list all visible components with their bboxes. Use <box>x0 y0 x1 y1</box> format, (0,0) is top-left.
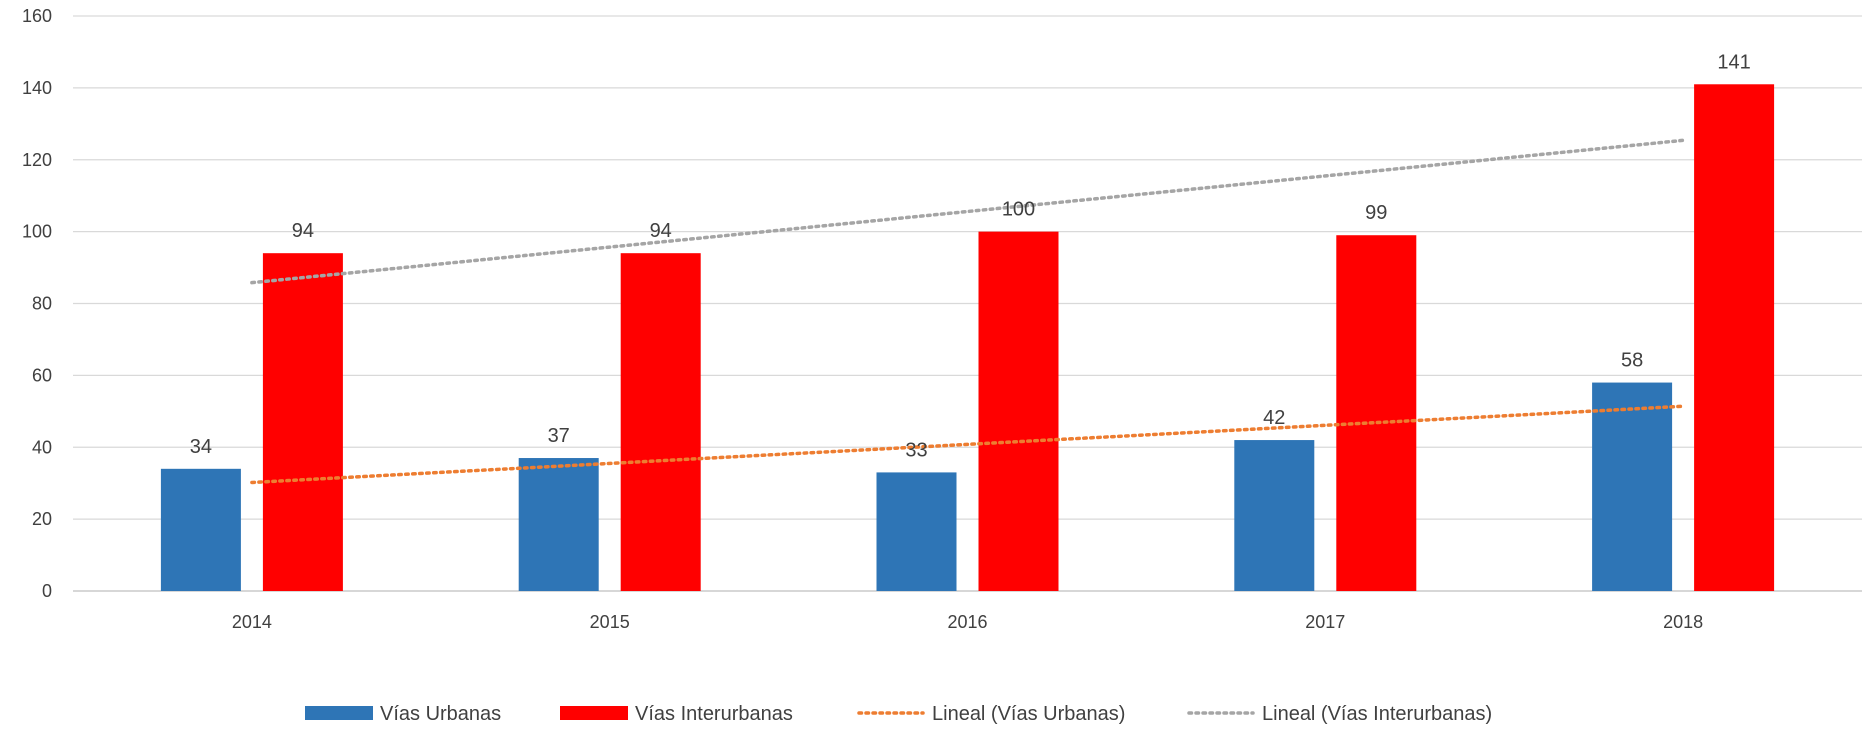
data-label: 34 <box>190 436 212 458</box>
trendlines <box>250 138 1685 485</box>
bar-v-as-urbanas-2018 <box>1592 382 1673 591</box>
y-tick-label: 40 <box>32 437 52 457</box>
legend-label: Vías Urbanas <box>380 703 501 725</box>
y-tick-label: 140 <box>22 78 52 98</box>
data-label: 99 <box>1365 202 1387 224</box>
data-label: 100 <box>1002 199 1035 221</box>
bar-v-as-urbanas-2015 <box>518 458 599 591</box>
legend-swatch <box>560 706 628 720</box>
trendline-v-as-urbanas <box>250 404 1685 485</box>
x-tick-label: 2018 <box>1663 612 1703 632</box>
data-label: 141 <box>1717 51 1750 73</box>
y-tick-label: 0 <box>42 581 52 601</box>
data-label: 33 <box>905 439 927 461</box>
y-axis-ticks: 0 20 40 60 80 100 120 140 160 <box>22 6 52 601</box>
x-axis-ticks: 2014 2015 2016 2017 2018 <box>232 612 1703 632</box>
legend: Vías Urbanas Vías Interurbanas Lineal (Vía… <box>305 703 1492 725</box>
y-tick-label: 20 <box>32 509 52 529</box>
trendline-v-as-interurbanas <box>250 138 1685 285</box>
legend-label: Vías Interurbanas <box>635 703 793 725</box>
legend-swatch <box>305 706 373 720</box>
data-label: 37 <box>548 425 570 447</box>
legend-label: Lineal (Vías Urbanas) <box>932 703 1125 725</box>
y-tick-label: 60 <box>32 365 52 385</box>
data-label: 94 <box>650 220 672 242</box>
gridlines <box>73 15 1862 592</box>
bar-v-as-interurbanas-2016 <box>978 231 1059 591</box>
y-tick-label: 100 <box>22 222 52 242</box>
legend-label: Lineal (Vías Interurbanas) <box>1262 703 1492 725</box>
y-tick-label: 160 <box>22 6 52 26</box>
y-tick-label: 80 <box>32 294 52 314</box>
bar-v-as-interurbanas-2015 <box>620 253 701 591</box>
data-labels: 34 37 33 42 58 94 94 100 99 141 <box>190 51 1751 461</box>
data-label: 42 <box>1263 407 1285 429</box>
x-tick-label: 2016 <box>947 612 987 632</box>
bar-v-as-urbanas-2017 <box>1234 440 1315 591</box>
x-tick-label: 2014 <box>232 612 272 632</box>
data-label: 58 <box>1621 350 1643 372</box>
x-tick-label: 2017 <box>1305 612 1345 632</box>
bar-v-as-interurbanas-2014 <box>262 253 343 591</box>
x-tick-label: 2015 <box>590 612 630 632</box>
bar-v-as-urbanas-2016 <box>876 472 957 591</box>
bars <box>160 84 1775 591</box>
bar-v-as-interurbanas-2018 <box>1694 84 1775 591</box>
y-tick-label: 120 <box>22 150 52 170</box>
bar-v-as-interurbanas-2017 <box>1336 235 1417 591</box>
data-label: 94 <box>292 220 314 242</box>
bar-v-as-urbanas-2014 <box>160 468 241 591</box>
